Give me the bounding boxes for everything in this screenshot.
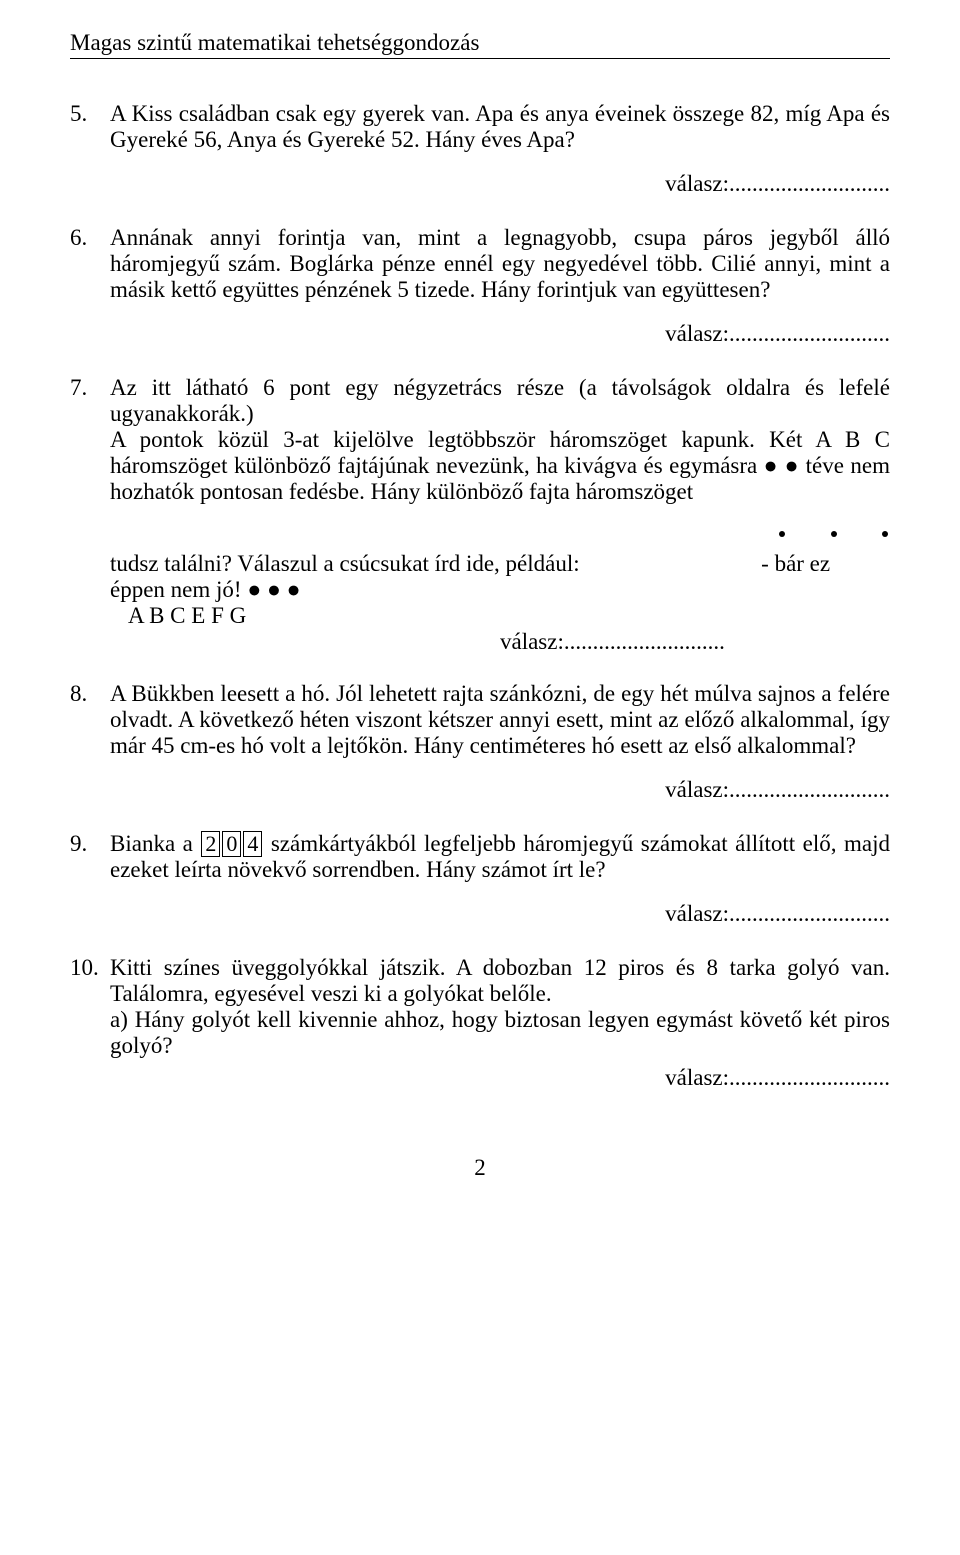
problem-9: 9. Bianka a 204 számkártyákból legfeljeb…: [70, 831, 890, 883]
problem-8: 8. A Bükkben leesett a hó. Jól lehetett …: [70, 681, 890, 759]
digit-card: 2: [201, 831, 220, 857]
problem-text: Annának annyi forintja van, mint a legna…: [110, 225, 890, 303]
answer-line: válasz:............................: [70, 171, 890, 197]
problem-number: 5.: [70, 101, 110, 153]
problem-number: 8.: [70, 681, 110, 759]
problem-number: 6.: [70, 225, 110, 303]
problem-text-part: Kitti színes üveggolyókkal játszik. A do…: [110, 955, 890, 1006]
problem-text: A Kiss családban csak egy gyerek van. Ap…: [110, 101, 890, 153]
answer-line: válasz:............................: [70, 321, 890, 347]
answer-line: válasz:............................: [110, 1065, 890, 1091]
problem-text-part: éppen nem jó! ● ● ●: [110, 577, 890, 603]
problem-text: A Bükkben leesett a hó. Jól lehetett raj…: [110, 681, 890, 759]
digit-card: 4: [243, 831, 262, 857]
answer-line: válasz:............................: [70, 901, 890, 927]
problem-number: 7.: [70, 375, 110, 655]
answer-line: válasz:............................: [70, 777, 890, 803]
grid-dot: [882, 531, 888, 537]
page-number: 2: [70, 1155, 890, 1181]
problem-7: 7. Az itt látható 6 pont egy négyzetrács…: [70, 375, 890, 655]
problem-text-part: Az itt látható 6 pont egy négyzetrács ré…: [110, 375, 890, 426]
problem-text: Kitti színes üveggolyókkal játszik. A do…: [110, 955, 890, 1105]
problem-number: 10.: [70, 955, 110, 1105]
grid-dot: [779, 531, 785, 537]
problem-text: Az itt látható 6 pont egy négyzetrács ré…: [110, 375, 890, 655]
problem-5: 5. A Kiss családban csak egy gyerek van.…: [70, 101, 890, 153]
answer-line: válasz:............................: [500, 629, 890, 655]
problem-10: 10. Kitti színes üveggolyókkal játszik. …: [70, 955, 890, 1105]
problem-text-part: - bár ez: [761, 551, 830, 576]
problem-text-part: Bianka a: [110, 831, 200, 856]
problem-text-part: tudsz találni? Válaszul a csúcsukat írd …: [110, 551, 580, 576]
grid-dot: [831, 531, 837, 537]
problem-text: Bianka a 204 számkártyákból legfeljebb h…: [110, 831, 890, 883]
problem-text-part: A pontok közül 3-at kijelölve legtöbbszö…: [110, 427, 890, 504]
page-header: Magas szintű matematikai tehetséggondozá…: [70, 30, 890, 59]
problem-6: 6. Annának annyi forintja van, mint a le…: [70, 225, 890, 303]
letters-row: A B C E F G: [128, 603, 890, 629]
problem-number: 9.: [70, 831, 110, 883]
problem-subpart: a) Hány golyót kell kivennie ahhoz, hogy…: [110, 1007, 890, 1058]
digit-card: 0: [222, 831, 241, 857]
